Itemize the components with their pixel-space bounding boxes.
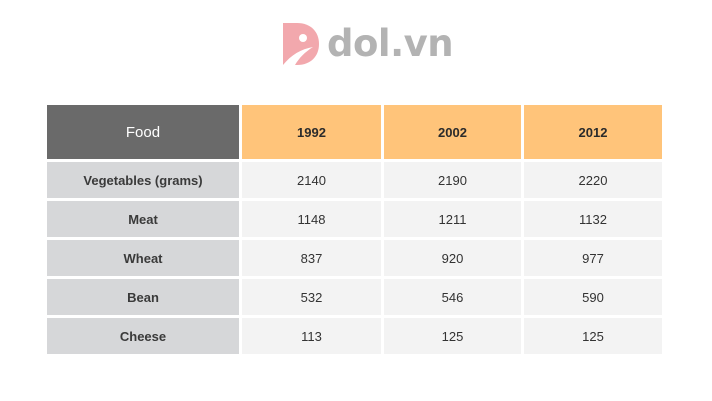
- table-row: Cheese 113 125 125: [47, 318, 665, 354]
- table-cell: 2220: [524, 162, 662, 198]
- dol-logo-icon: [283, 23, 319, 65]
- table-row: Bean 532 546 590: [47, 279, 665, 315]
- table-row: Meat 1148 1211 1132: [47, 201, 665, 237]
- table-row: Wheat 837 920 977: [47, 240, 665, 276]
- table-cell: 125: [384, 318, 521, 354]
- table-cell: 125: [524, 318, 662, 354]
- table-row: Vegetables (grams) 2140 2190 2220: [47, 162, 665, 198]
- row-label: Vegetables (grams): [47, 162, 239, 198]
- brand-logo: dol.vn: [279, 20, 454, 68]
- table-cell: 837: [242, 240, 381, 276]
- header-cell-1992: 1992: [242, 105, 381, 159]
- table-cell: 546: [384, 279, 521, 315]
- table-cell: 590: [524, 279, 662, 315]
- table-cell: 1148: [242, 201, 381, 237]
- table-cell: 2190: [384, 162, 521, 198]
- header-cell-2012: 2012: [524, 105, 662, 159]
- data-table: Food 1992 2002 2012 Vegetables (grams) 2…: [47, 105, 665, 354]
- table-cell: 532: [242, 279, 381, 315]
- table-cell: 1211: [384, 201, 521, 237]
- header-cell-2002: 2002: [384, 105, 521, 159]
- row-label: Meat: [47, 201, 239, 237]
- table-cell: 1132: [524, 201, 662, 237]
- brand-name: dol.vn: [327, 22, 454, 65]
- table-cell: 2140: [242, 162, 381, 198]
- table-cell: 113: [242, 318, 381, 354]
- row-label: Wheat: [47, 240, 239, 276]
- header-cell-food: Food: [47, 105, 239, 159]
- table-cell: 977: [524, 240, 662, 276]
- table-cell: 920: [384, 240, 521, 276]
- row-label: Cheese: [47, 318, 239, 354]
- row-label: Bean: [47, 279, 239, 315]
- table-header-row: Food 1992 2002 2012: [47, 105, 665, 159]
